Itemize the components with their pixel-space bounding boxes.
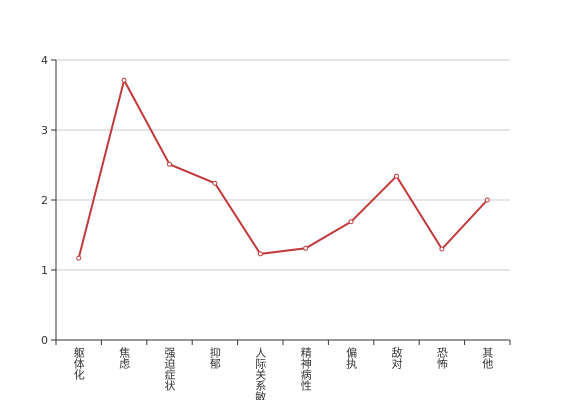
point [121, 77, 127, 83]
point [303, 245, 309, 251]
x-tick-label: 强迫症状 [163, 347, 176, 391]
point [439, 246, 445, 252]
point [484, 197, 490, 203]
y-tick-label: 2 [41, 194, 48, 207]
x-tick-label: 人际关系敏感 [254, 347, 267, 400]
x-tick-label: 焦虑 [118, 347, 131, 369]
y-tick-label: 3 [41, 124, 48, 137]
point [348, 219, 354, 225]
x-tick-label: 精神病性 [299, 347, 312, 392]
x-tick-label: 其他 [481, 347, 494, 369]
point [394, 173, 399, 179]
x-tick-label: 偏执 [345, 346, 358, 370]
y-tick-label: 0 [41, 334, 48, 347]
x-tick-label: 抑郁 [208, 346, 221, 369]
point [257, 251, 263, 257]
y-tick-label: 1 [41, 264, 48, 277]
point [167, 161, 172, 167]
line [77, 77, 489, 259]
x-tick-label: 敌对 [390, 346, 403, 369]
point [76, 255, 82, 261]
point [212, 180, 218, 186]
x-tick-label: 躯体化 [72, 347, 85, 381]
x-tick-label: 恐怖 [435, 347, 448, 369]
y-tick-label: 4 [41, 54, 48, 67]
